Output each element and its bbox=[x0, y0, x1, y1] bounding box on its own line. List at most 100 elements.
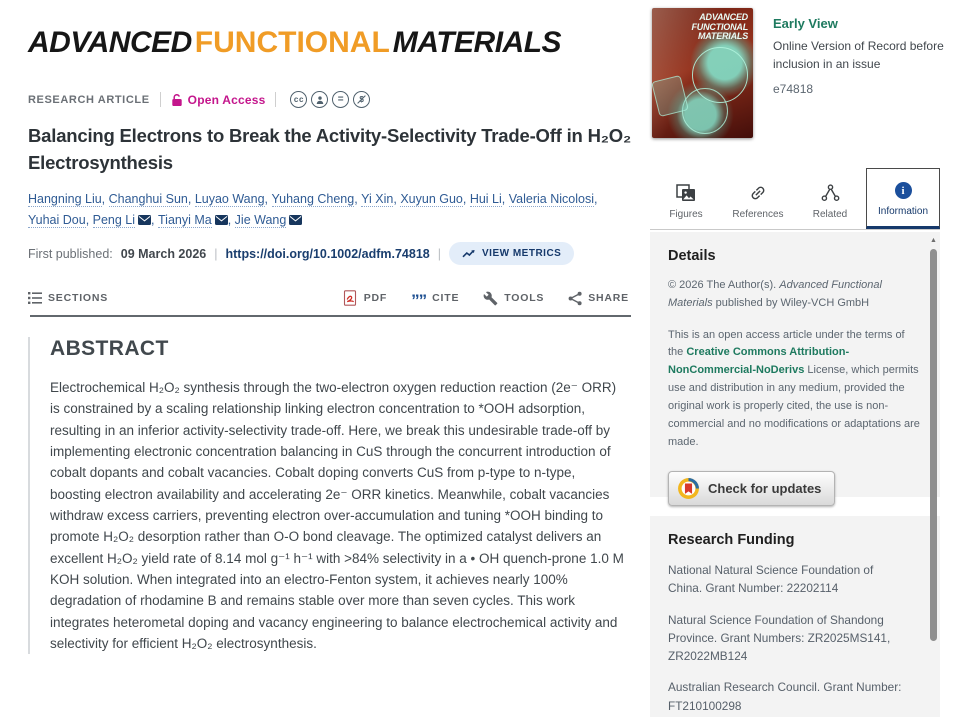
email-icon[interactable] bbox=[289, 214, 303, 225]
cc-nc-icon: $ bbox=[353, 91, 371, 108]
tools-button[interactable]: TOOLS bbox=[483, 291, 544, 306]
divider: | bbox=[214, 246, 218, 261]
author-link[interactable]: Hui Li bbox=[469, 191, 509, 207]
sidebar-tabbar: Figures References Related bbox=[650, 168, 940, 230]
logo-word-functional: FUNCTIONAL bbox=[194, 26, 390, 59]
license-text: This is an open access article under the… bbox=[668, 328, 920, 448]
check-for-updates-label: Check for updates bbox=[708, 481, 822, 497]
author-link[interactable]: Tianyi Ma bbox=[158, 212, 235, 228]
author-link[interactable]: Yuhang Cheng bbox=[271, 191, 361, 207]
journal-name-italic: Advanced Functional Materials bbox=[668, 279, 882, 309]
early-view-label: Early View bbox=[773, 16, 838, 31]
cc-icon: cc bbox=[290, 91, 308, 108]
tab-references-label: References bbox=[732, 209, 784, 220]
tab-references[interactable]: References bbox=[722, 168, 794, 229]
pdf-button[interactable]: PDF bbox=[343, 290, 387, 306]
details-panel: Details © 2026 The Author(s). Advanced F… bbox=[650, 232, 940, 507]
toolbar-actions: PDF ”” CITE TOOLS bbox=[343, 290, 629, 311]
open-access-badge: Open Access bbox=[171, 93, 266, 107]
author-link[interactable]: Luyao Wang bbox=[194, 191, 272, 207]
sidebar: ADVANCED FUNCTIONAL MATERIALS Early View… bbox=[650, 0, 944, 717]
doi-link[interactable]: https://doi.org/10.1002/adfm.74818 bbox=[225, 246, 430, 261]
article-type-label: RESEARCH ARTICLE bbox=[28, 93, 150, 106]
cite-button[interactable]: ”” CITE bbox=[411, 291, 460, 311]
research-funding-heading: Research Funding bbox=[668, 532, 795, 548]
cover-art-chip bbox=[652, 74, 689, 118]
article-meta-row: RESEARCH ARTICLE Open Access cc = $ bbox=[28, 91, 632, 108]
author-list: Hangning Liu Changhui Sun Luyao Wang Yuh… bbox=[28, 189, 628, 232]
references-link-icon bbox=[751, 186, 765, 200]
author-link[interactable]: Yuhai Dou bbox=[28, 212, 93, 228]
open-lock-icon bbox=[171, 93, 182, 106]
license-icons: cc = $ bbox=[290, 91, 371, 108]
sections-button[interactable]: SECTIONS bbox=[28, 292, 109, 305]
figures-icon bbox=[676, 184, 695, 201]
view-metrics-button[interactable]: VIEW METRICS bbox=[449, 242, 575, 266]
check-for-updates-button[interactable]: Check for updates bbox=[668, 471, 836, 507]
pdf-icon bbox=[343, 290, 356, 306]
first-published-date: 09 March 2026 bbox=[120, 246, 207, 261]
tab-figures[interactable]: Figures bbox=[650, 168, 722, 229]
tab-related-label: Related bbox=[812, 209, 848, 220]
license-link[interactable]: Creative Commons Attribution-NonCommerci… bbox=[668, 346, 850, 377]
sections-list-icon bbox=[28, 292, 42, 305]
journal-logo[interactable]: ADVANCED FUNCTIONAL MATERIALS bbox=[28, 28, 632, 58]
cite-label: CITE bbox=[432, 292, 460, 305]
author-link[interactable]: Yi Xin bbox=[361, 191, 400, 207]
early-view-block: Early View Online Version of Record befo… bbox=[773, 8, 945, 138]
research-funding-panel: Research Funding National Natural Scienc… bbox=[650, 516, 940, 717]
view-metrics-label: VIEW METRICS bbox=[482, 248, 562, 260]
abstract-section: ABSTRACT Electrochemical H₂O₂ synthesis … bbox=[28, 337, 632, 655]
share-button[interactable]: SHARE bbox=[568, 291, 629, 306]
publication-row: First published: 09 March 2026 | https:/… bbox=[28, 242, 632, 266]
author-link[interactable]: Hangning Liu bbox=[28, 191, 109, 207]
funding-entry: Australian Research Council. Grant Numbe… bbox=[668, 680, 902, 713]
open-access-label: Open Access bbox=[187, 92, 266, 107]
divider bbox=[159, 92, 161, 107]
funding-entry: National Natural Science Foundation of C… bbox=[668, 563, 874, 596]
first-published-label: First published: bbox=[28, 246, 113, 261]
logo-word-advanced: ADVANCED bbox=[28, 26, 192, 59]
cc-nd-icon: = bbox=[332, 91, 350, 108]
sidebar-scrollbar[interactable]: ▲ bbox=[929, 236, 938, 717]
elocation-id: e74818 bbox=[773, 82, 814, 96]
wrench-icon bbox=[483, 291, 498, 305]
funding-entry: Natural Science Foundation of Shandong P… bbox=[668, 612, 891, 664]
tab-figures-label: Figures bbox=[669, 209, 703, 220]
article-toolbar: SECTIONS PDF ”” CITE bbox=[28, 290, 629, 311]
information-icon: i bbox=[894, 182, 912, 199]
journal-cover-thumbnail[interactable]: ADVANCED FUNCTIONAL MATERIALS bbox=[652, 8, 753, 138]
trending-up-icon bbox=[462, 250, 475, 258]
article-title: Balancing Electrons to Break the Activit… bbox=[28, 125, 631, 173]
share-label: SHARE bbox=[588, 292, 629, 305]
author-link[interactable]: Valeria Nicolosi bbox=[508, 191, 597, 207]
pdf-label: PDF bbox=[363, 292, 388, 305]
abstract-heading: ABSTRACT bbox=[50, 337, 169, 361]
publication-info: ADVANCED FUNCTIONAL MATERIALS Early View… bbox=[652, 8, 945, 138]
main-content: ADVANCED FUNCTIONAL MATERIALS RESEARCH ART… bbox=[28, 28, 632, 655]
email-icon[interactable] bbox=[214, 214, 228, 225]
author-link[interactable]: Changhui Sun bbox=[108, 191, 195, 207]
email-icon[interactable] bbox=[138, 214, 152, 225]
divider bbox=[275, 92, 277, 107]
related-network-icon bbox=[821, 184, 839, 202]
cc-by-icon bbox=[311, 91, 329, 108]
share-icon bbox=[568, 291, 582, 305]
funding-list: National Natural Science Foundation of C… bbox=[668, 561, 910, 715]
cover-art-circle bbox=[682, 88, 728, 134]
author-link[interactable]: Peng Li bbox=[92, 212, 158, 228]
early-view-description: Online Version of Record before inclusio… bbox=[773, 39, 944, 71]
scrollbar-thumb[interactable] bbox=[930, 249, 937, 641]
sections-label: SECTIONS bbox=[48, 292, 109, 305]
details-heading: Details bbox=[668, 248, 716, 264]
scrollbar-up-arrow[interactable]: ▲ bbox=[930, 237, 937, 244]
tab-information[interactable]: i Information bbox=[866, 168, 940, 229]
abstract-text: Electrochemical H₂O₂ synthesis through t… bbox=[50, 380, 624, 652]
tab-related[interactable]: Related bbox=[794, 168, 866, 229]
author-link[interactable]: Jie Wang bbox=[234, 212, 303, 228]
crossmark-icon bbox=[678, 478, 699, 500]
divider: | bbox=[437, 246, 441, 261]
logo-word-materials: MATERIALS bbox=[392, 26, 562, 59]
author-link[interactable]: Xuyun Guo bbox=[400, 191, 470, 207]
